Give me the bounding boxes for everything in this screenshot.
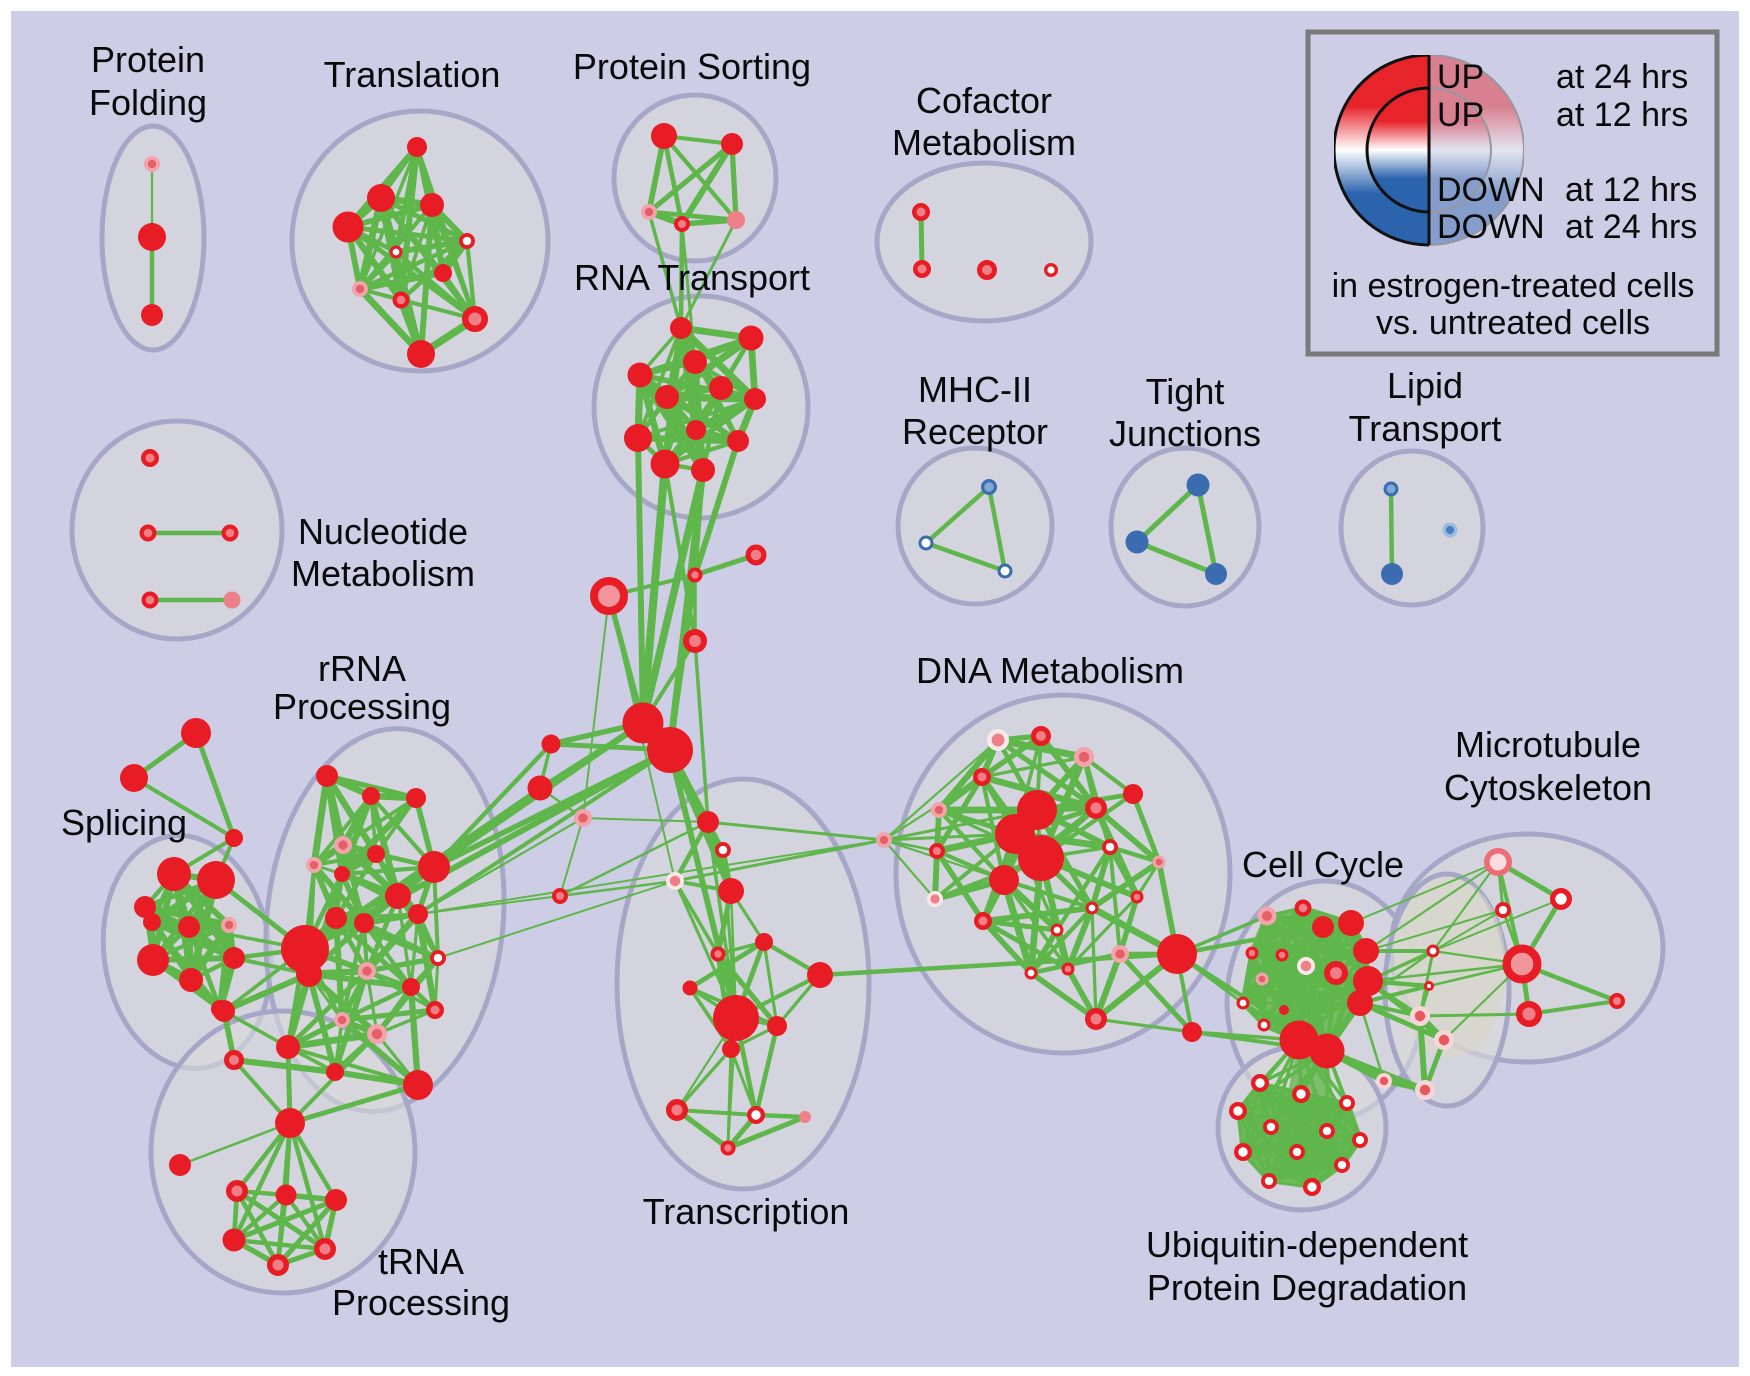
svg-text:Splicing: Splicing <box>61 802 187 843</box>
svg-text:at 24 hrs: at 24 hrs <box>1565 208 1697 246</box>
svg-text:in estrogen-treated cells: in estrogen-treated cells <box>1332 267 1695 305</box>
svg-text:DOWN: DOWN <box>1437 171 1545 209</box>
svg-text:Lipid: Lipid <box>1387 365 1463 406</box>
svg-text:Microtubule: Microtubule <box>1455 724 1641 765</box>
svg-text:vs. untreated cells: vs. untreated cells <box>1376 304 1650 342</box>
svg-text:Processing: Processing <box>273 686 451 727</box>
svg-text:Processing: Processing <box>332 1282 510 1323</box>
svg-text:Junctions: Junctions <box>1109 413 1261 454</box>
svg-text:Metabolism: Metabolism <box>291 553 475 594</box>
svg-text:Nucleotide: Nucleotide <box>298 511 468 552</box>
svg-text:Protein Degradation: Protein Degradation <box>1147 1267 1467 1308</box>
svg-text:Protein: Protein <box>91 39 205 80</box>
svg-text:MHC-II: MHC-II <box>918 369 1032 410</box>
svg-text:at 12 hrs: at 12 hrs <box>1565 171 1697 209</box>
svg-text:at 12 hrs: at 12 hrs <box>1556 96 1688 134</box>
svg-text:rRNA: rRNA <box>318 648 406 689</box>
svg-text:UP: UP <box>1437 58 1484 96</box>
svg-text:tRNA: tRNA <box>378 1241 464 1282</box>
svg-text:Cofactor: Cofactor <box>916 80 1052 121</box>
svg-text:RNA Transport: RNA Transport <box>574 257 810 298</box>
svg-text:Cell Cycle: Cell Cycle <box>1242 844 1404 885</box>
svg-text:Tight: Tight <box>1146 371 1225 412</box>
svg-text:Translation: Translation <box>324 54 501 95</box>
svg-text:Transcription: Transcription <box>643 1191 850 1232</box>
svg-text:UP: UP <box>1437 96 1484 134</box>
svg-text:Transport: Transport <box>1349 408 1502 449</box>
svg-text:Folding: Folding <box>89 82 207 123</box>
svg-text:Receptor: Receptor <box>902 411 1048 452</box>
svg-text:at 24 hrs: at 24 hrs <box>1556 58 1688 96</box>
svg-text:Cytoskeleton: Cytoskeleton <box>1444 767 1652 808</box>
svg-text:Ubiquitin-dependent: Ubiquitin-dependent <box>1146 1224 1468 1265</box>
svg-text:Protein Sorting: Protein Sorting <box>573 46 811 87</box>
svg-text:Metabolism: Metabolism <box>892 122 1076 163</box>
svg-text:DNA Metabolism: DNA Metabolism <box>916 650 1184 691</box>
svg-text:DOWN: DOWN <box>1437 208 1545 246</box>
